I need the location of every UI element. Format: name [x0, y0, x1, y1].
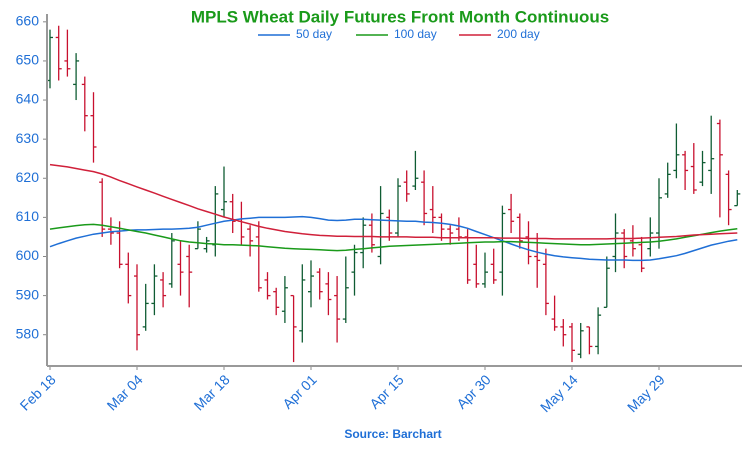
ohlc-bar: [516, 213, 523, 249]
ohlc-bar: [490, 248, 497, 284]
x-tick-label: May 29: [624, 371, 668, 415]
ohlc-bar: [708, 115, 715, 194]
ohlc-bar: [247, 225, 254, 257]
ohlc-bar: [682, 150, 689, 190]
ohlc-bar: [595, 307, 602, 355]
ohlc-bar: [560, 319, 567, 347]
ohlc-bar: [664, 162, 671, 198]
ohlc-bar: [499, 205, 506, 296]
ohlc-bar: [142, 283, 149, 331]
ohlc-bar: [447, 225, 454, 245]
ohlc-bar: [64, 29, 71, 77]
ohlc-bar: [603, 256, 610, 308]
ohlc-bar: [673, 123, 680, 179]
ohlc-bar: [186, 244, 193, 308]
ohlc-bar: [508, 193, 515, 234]
ohlc-bar: [290, 294, 297, 363]
moving-average: [49, 215, 738, 262]
ohlc-bar: [551, 295, 558, 331]
ohlc-bar: [725, 170, 732, 226]
x-tick-label: Apr 01: [279, 371, 320, 412]
ohlc-bar: [438, 213, 445, 241]
ohlc-bar: [212, 186, 219, 257]
y-tick-label: 660: [16, 13, 40, 29]
ohlc-bar: [281, 276, 288, 323]
ohlc-bar: [403, 170, 410, 202]
ohlc-bar: [612, 213, 619, 273]
ohlc-bar: [377, 186, 384, 265]
ohlc-bar: [734, 190, 741, 207]
ohlc-bar: [647, 217, 654, 257]
ohlc-bar: [168, 233, 175, 288]
y-tick-label: 640: [16, 91, 40, 107]
ohlc-bar: [229, 193, 236, 234]
ohlc-bar: [55, 25, 62, 81]
ohlc-bar: [316, 268, 323, 300]
ohlc-bar: [482, 252, 488, 288]
ohlc-bar: [273, 287, 280, 316]
ohlc-bar: [569, 322, 575, 363]
ohlc-bar: [81, 76, 88, 132]
ohlc-bar: [473, 244, 480, 288]
y-tick-label: 580: [16, 325, 40, 341]
legend-label: 200 day: [497, 27, 540, 41]
x-tick-label: Apr 30: [453, 371, 494, 412]
ohlc-bar: [325, 272, 332, 316]
legend-label: 100 day: [394, 27, 437, 41]
ohlc-bar: [690, 143, 697, 194]
ohlc-bar: [386, 209, 393, 241]
x-tick-label: Mar 04: [104, 371, 146, 413]
ohlc-bar: [299, 264, 306, 343]
ohlc-bar: [99, 178, 106, 237]
ohlc-bar: [716, 119, 723, 218]
ohlc-bar: [421, 170, 428, 226]
ohlc-bar: [360, 217, 367, 269]
ohlc-bar: [116, 221, 123, 269]
ohlc-bar: [542, 248, 549, 316]
ohlc-bar: [342, 256, 349, 323]
ohlc-bar: [203, 236, 210, 253]
x-tick-label: Feb 18: [17, 371, 59, 413]
ohlc-bar: [334, 276, 341, 343]
ohlc-bar: [577, 322, 584, 359]
moving-average: [49, 223, 738, 252]
ohlc-bar: [534, 233, 541, 288]
y-tick-label: 600: [16, 247, 40, 263]
ohlc-bar: [221, 166, 227, 218]
ohlc-bar: [177, 240, 184, 296]
ohlc-bar: [629, 225, 636, 257]
ohlc-bar: [151, 264, 158, 316]
ohlc-bar: [255, 221, 262, 292]
legend-label: 50 day: [296, 27, 332, 41]
ohlc-bar: [264, 272, 271, 300]
chart-title: MPLS Wheat Daily Futures Front Month Con…: [191, 7, 609, 26]
x-tick-label: Mar 18: [191, 371, 233, 413]
ohlc-bar: [160, 272, 167, 308]
ohlc-bar: [194, 221, 201, 250]
y-tick-label: 650: [16, 52, 40, 68]
ohlc-bar: [429, 186, 436, 234]
ohlc-bar: [308, 260, 314, 308]
ohlc-bar: [586, 326, 593, 355]
ohlc-bar: [134, 264, 140, 351]
y-tick-label: 590: [16, 286, 40, 302]
ohlc-bar: [621, 229, 628, 269]
ohlc-bar: [395, 178, 401, 237]
y-tick-label: 610: [16, 208, 40, 224]
x-tick-label: May 14: [537, 371, 581, 415]
y-tick-label: 630: [16, 130, 40, 146]
ohlc-bar: [125, 252, 132, 304]
ohlc-bar: [351, 244, 358, 296]
ohlc-bar: [699, 150, 706, 187]
ohlc-bar: [90, 92, 97, 163]
ohlc-bar: [238, 201, 245, 245]
x-tick-label: Apr 15: [366, 371, 407, 412]
y-tick-label: 620: [16, 169, 40, 185]
moving-average: [49, 163, 738, 240]
source: Source: Barchart: [344, 427, 441, 441]
ohlc-bar: [412, 150, 419, 190]
ohlc-bar: [455, 217, 462, 241]
ohlc-bar: [73, 53, 80, 101]
